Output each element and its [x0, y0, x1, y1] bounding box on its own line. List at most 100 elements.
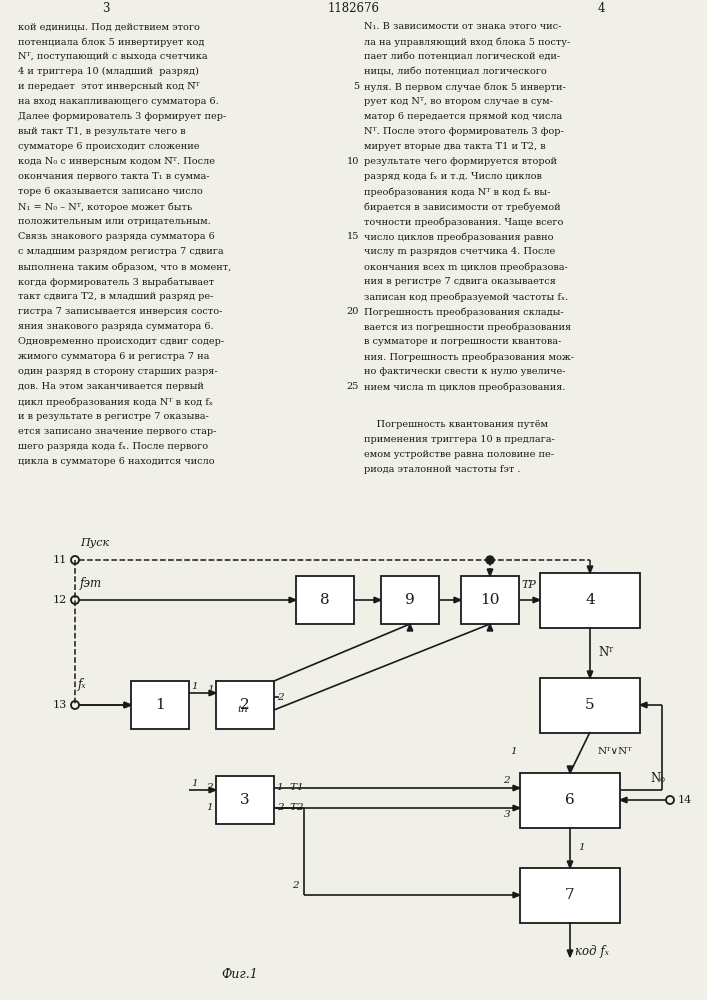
Text: Nᵀ: Nᵀ — [598, 646, 613, 658]
Text: числу m разрядов счетчика 4. После: числу m разрядов счетчика 4. После — [364, 247, 556, 256]
Text: 1: 1 — [191, 682, 198, 691]
Text: мирует вторые два такта Т1 и Т2, в: мирует вторые два такта Т1 и Т2, в — [364, 142, 546, 151]
Text: ТР: ТР — [522, 580, 537, 590]
Polygon shape — [533, 597, 540, 603]
Text: записан код преобразуемой частоты fₓ.: записан код преобразуемой частоты fₓ. — [364, 292, 568, 302]
Polygon shape — [289, 597, 296, 603]
Text: Пуск: Пуск — [80, 538, 109, 548]
Text: 2: 2 — [240, 698, 250, 712]
Text: но фактически свести к нулю увеличе-: но фактически свести к нулю увеличе- — [364, 367, 566, 376]
Text: Nᵀ. После этого формирователь 3 фор-: Nᵀ. После этого формирователь 3 фор- — [364, 127, 564, 136]
Text: жимого сумматора 6 и регистра 7 на: жимого сумматора 6 и регистра 7 на — [18, 352, 209, 361]
Text: когда формирователь 3 вырабатывает: когда формирователь 3 вырабатывает — [18, 277, 214, 287]
Text: ния. Погрешность преобразования мож-: ния. Погрешность преобразования мож- — [364, 352, 574, 362]
Text: результате чего формируется второй: результате чего формируется второй — [364, 157, 557, 166]
Text: 12: 12 — [53, 595, 67, 605]
Text: 1: 1 — [510, 748, 517, 756]
Text: число циклов преобразования равно: число циклов преобразования равно — [364, 232, 554, 242]
Bar — [540, 678, 640, 732]
Text: вый такт Т1, в результате чего в: вый такт Т1, в результате чего в — [18, 127, 185, 136]
Text: tп: tп — [238, 706, 248, 714]
Text: Далее формирователь 3 формирует пер-: Далее формирователь 3 формирует пер- — [18, 112, 226, 121]
Polygon shape — [567, 950, 573, 957]
Bar — [296, 576, 354, 624]
Text: кода N₀ с инверсным кодом N̅ᵀ. После: кода N₀ с инверсным кодом N̅ᵀ. После — [18, 157, 215, 166]
Text: риода эталонной частоты fэт .: риода эталонной частоты fэт . — [364, 465, 520, 474]
Polygon shape — [454, 597, 461, 603]
Text: ла на управляющий вход блока 5 посту-: ла на управляющий вход блока 5 посту- — [364, 37, 571, 47]
Bar — [540, 572, 640, 628]
Text: окончания всех m циклов преобразова-: окончания всех m циклов преобразова- — [364, 262, 568, 272]
Text: выполнена таким образом, что в момент,: выполнена таким образом, что в момент, — [18, 262, 231, 272]
Text: нуля. В первом случае блок 5 инверти-: нуля. В первом случае блок 5 инверти- — [364, 82, 566, 92]
Text: 3: 3 — [503, 810, 510, 819]
Text: и в результате в регистре 7 оказыва-: и в результате в регистре 7 оказыва- — [18, 412, 209, 421]
Text: 25: 25 — [346, 382, 359, 391]
Polygon shape — [588, 671, 592, 678]
Text: 4 и триггера 10 (младший  разряд): 4 и триггера 10 (младший разряд) — [18, 67, 199, 76]
Text: рует код Nᵀ, во втором случае в сум-: рует код Nᵀ, во втором случае в сум- — [364, 97, 553, 106]
Text: 10: 10 — [346, 157, 359, 166]
Text: с младшим разрядом регистра 7 сдвига: с младшим разрядом регистра 7 сдвига — [18, 247, 223, 256]
Text: шего разряда кода fₓ. После первого: шего разряда кода fₓ. После первого — [18, 442, 208, 451]
Text: 7: 7 — [565, 888, 575, 902]
Text: ния в регистре 7 сдвига оказывается: ния в регистре 7 сдвига оказывается — [364, 277, 556, 286]
Text: ется записано значение первого стар-: ется записано значение первого стар- — [18, 427, 216, 436]
Text: 1: 1 — [207, 686, 214, 694]
Polygon shape — [513, 892, 520, 898]
Text: 1182676: 1182676 — [327, 2, 380, 15]
Text: окончания первого такта T₁ в сумма-: окончания первого такта T₁ в сумма- — [18, 172, 209, 181]
Text: 1  T1: 1 T1 — [277, 784, 303, 792]
Bar — [381, 576, 439, 624]
Polygon shape — [487, 569, 493, 576]
Text: в сумматоре и погрешности квантова-: в сумматоре и погрешности квантова- — [364, 337, 561, 346]
Text: 1: 1 — [206, 804, 213, 812]
Polygon shape — [487, 624, 493, 631]
Text: 4: 4 — [585, 593, 595, 607]
Text: емом устройстве равна половине пе-: емом устройстве равна половине пе- — [364, 450, 554, 459]
Bar — [131, 681, 189, 729]
Text: разряд кода fₓ и т.д. Число циклов: разряд кода fₓ и т.д. Число циклов — [364, 172, 542, 181]
Polygon shape — [513, 805, 520, 811]
Bar — [216, 681, 274, 729]
Text: точности преобразования. Чаще всего: точности преобразования. Чаще всего — [364, 217, 563, 227]
Text: 1: 1 — [191, 779, 198, 788]
Text: кой единицы. Под действием этого: кой единицы. Под действием этого — [18, 22, 199, 31]
Text: fₓ: fₓ — [78, 678, 86, 691]
Text: Одновременно происходит сдвиг содер-: Одновременно происходит сдвиг содер- — [18, 337, 224, 346]
Bar — [461, 576, 519, 624]
Text: и передает  этот инверсный код Ν̅ᵀ: и передает этот инверсный код Ν̅ᵀ — [18, 82, 199, 91]
Text: торе 6 оказывается записано число: торе 6 оказывается записано число — [18, 187, 202, 196]
Text: 2: 2 — [277, 692, 284, 702]
Text: Nᵀ, поступающий с выхода счетчика: Nᵀ, поступающий с выхода счетчика — [18, 52, 207, 61]
Text: 14: 14 — [678, 795, 692, 805]
Text: на вход накапливающего сумматора 6.: на вход накапливающего сумматора 6. — [18, 97, 218, 106]
Text: N₀: N₀ — [650, 772, 665, 785]
Text: Nᵀ∨N̅ᵀ: Nᵀ∨N̅ᵀ — [598, 748, 633, 756]
Text: гистра 7 записывается инверсия состо-: гистра 7 записывается инверсия состо- — [18, 307, 222, 316]
Polygon shape — [407, 624, 413, 631]
Text: цикла в сумматоре 6 находится число: цикла в сумматоре 6 находится число — [18, 457, 214, 466]
Text: 2: 2 — [293, 881, 299, 890]
Text: сумматоре 6 происходит сложение: сумматоре 6 происходит сложение — [18, 142, 199, 151]
Text: N₁. В зависимости от знака этого чис-: N₁. В зависимости от знака этого чис- — [364, 22, 561, 31]
Text: такт сдвига Т2, в младший разряд ре-: такт сдвига Т2, в младший разряд ре- — [18, 292, 213, 301]
Text: 15: 15 — [346, 232, 359, 241]
Text: 20: 20 — [346, 307, 359, 316]
Text: 3: 3 — [103, 2, 110, 15]
Polygon shape — [374, 597, 381, 603]
Text: бирается в зависимости от требуемой: бирается в зависимости от требуемой — [364, 202, 561, 212]
Text: потенциала блок 5 инвертирует код: потенциала блок 5 инвертирует код — [18, 37, 204, 47]
Polygon shape — [124, 702, 131, 708]
Text: 2  T2: 2 T2 — [277, 804, 303, 812]
Text: 9: 9 — [405, 593, 415, 607]
Text: дов. На этом заканчивается первый: дов. На этом заканчивается первый — [18, 382, 204, 391]
Text: Связь знакового разряда сумматора 6: Связь знакового разряда сумматора 6 — [18, 232, 214, 241]
Text: 2: 2 — [206, 784, 213, 792]
Text: N₁ = N₀ – Nᵀ, которое может быть: N₁ = N₀ – Nᵀ, которое может быть — [18, 202, 192, 212]
Text: один разряд в сторону старших разря-: один разряд в сторону старших разря- — [18, 367, 217, 376]
Text: 2: 2 — [503, 776, 510, 785]
Text: 13: 13 — [53, 700, 67, 710]
Text: применения триггера 10 в предлага-: применения триггера 10 в предлага- — [364, 435, 555, 444]
Text: 11: 11 — [53, 555, 67, 565]
